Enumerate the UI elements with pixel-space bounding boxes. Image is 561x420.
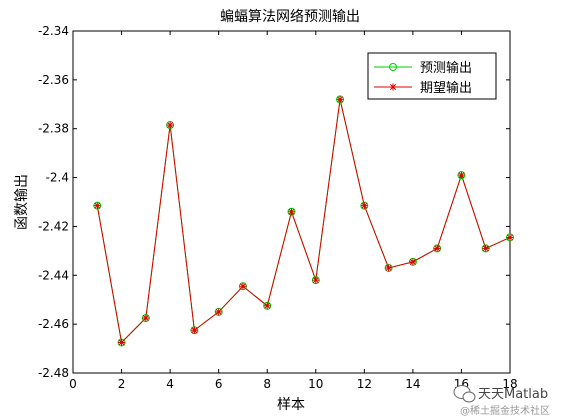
x-tick-label: 10 [308,377,323,391]
y-tick-label: -2.34 [38,24,69,38]
data-point-expected [360,202,368,210]
y-tick-label: -2.46 [38,317,69,331]
x-tick-label: 0 [69,377,77,391]
data-point-expected [215,308,223,316]
y-tick-label: -2.42 [38,219,69,233]
data-point-expected [93,202,101,210]
legend: 预测输出 期望输出 [367,52,497,100]
legend-marker-predicted [389,63,397,71]
y-tick-label: -2.4 [46,171,69,185]
legend-marker-expected [389,83,397,91]
data-point-expected [336,95,344,103]
chart-title: 蝙蝠算法网络预测输出 [220,9,360,25]
data-point-expected [166,121,174,129]
data-point-expected [385,264,393,272]
watermark: 天天Matlab @稀土掘金技术社区 [453,385,550,417]
data-point-expected [457,171,465,179]
data-point-expected [142,314,150,322]
data-point-expected [190,326,198,334]
data-point-expected [118,338,126,346]
data-point-expected [433,244,441,252]
series-layer [93,95,514,347]
y-tick-label: -2.44 [38,268,69,282]
data-point-expected [263,302,271,310]
watermark-sub: @稀土掘金技术社区 [460,404,550,417]
x-tick-label: 14 [405,377,420,391]
data-point-expected [409,258,417,266]
wechat-logo-icon [453,385,476,403]
x-axis-title: 样本 [277,397,305,413]
legend-star-shape [389,83,397,91]
y-axis: -2.48 -2.46 -2.44 -2.42 -2.4 -2.38 -2.36 -2.34 [38,24,510,380]
y-tick-label: -2.48 [38,366,69,380]
data-point-expected [312,276,320,284]
y-tick-label: -2.38 [38,122,69,136]
x-tick-label: 18 [502,377,517,391]
x-tick-label: 12 [357,377,372,391]
y-axis-title: 函数输出 [14,174,30,230]
data-point-expected [239,282,247,290]
x-tick-label: 8 [263,377,271,391]
y-tick-label: -2.36 [38,73,69,87]
legend-label-expected: 期望输出 [420,80,472,96]
x-tick-label: 6 [215,377,223,391]
x-tick-label: 2 [118,377,126,391]
x-tick-label: 4 [166,377,174,391]
watermark-brand: 天天Matlab [478,387,548,402]
series-line-expected [96,99,511,344]
legend-box [367,52,497,100]
data-point-expected [288,208,295,216]
legend-label-predicted: 预测输出 [420,60,472,76]
data-point-expected [506,233,514,241]
data-point-expected [482,244,490,252]
